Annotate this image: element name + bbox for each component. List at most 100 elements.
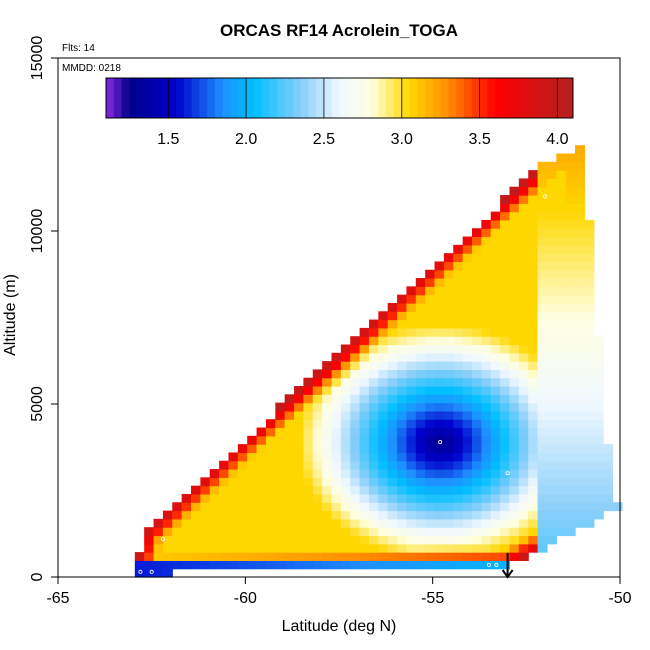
heatmap-cell <box>556 311 567 321</box>
heatmap-cell <box>340 444 351 454</box>
heatmap-cell <box>584 327 595 337</box>
heatmap-cell <box>509 352 520 362</box>
heatmap-cell <box>406 294 417 304</box>
heatmap-cell <box>500 211 511 221</box>
heatmap-cell <box>209 527 220 537</box>
heatmap-cell <box>312 435 323 445</box>
heatmap-cell <box>500 269 511 279</box>
heatmap-cell <box>434 410 445 420</box>
heatmap-cell <box>247 460 258 470</box>
heatmap-cell <box>518 286 529 296</box>
heatmap-cell <box>284 477 295 487</box>
heatmap-cell <box>528 302 539 312</box>
heatmap-cell <box>275 510 286 520</box>
heatmap-cell <box>209 469 220 478</box>
heatmap-cell <box>191 535 201 545</box>
heatmap-cell <box>556 269 567 279</box>
heatmap-cell <box>443 460 454 470</box>
colorbar-segment <box>253 78 263 118</box>
heatmap-cell <box>368 394 379 404</box>
heatmap-cell <box>378 410 389 420</box>
heatmap-cell <box>331 469 342 478</box>
colorbar-tick-label: 4.0 <box>546 131 568 148</box>
heatmap-cell <box>556 253 567 263</box>
colorbar-segment <box>471 78 481 118</box>
heatmap-cell <box>265 477 276 487</box>
heatmap-cell <box>397 410 408 420</box>
heatmap-cell <box>472 228 482 238</box>
heatmap-cell <box>387 543 398 553</box>
heatmap-cell <box>406 493 417 503</box>
heatmap-cell <box>350 344 361 354</box>
heatmap-cell <box>443 510 454 520</box>
heatmap-cell <box>265 493 276 503</box>
heatmap-cell <box>453 460 464 470</box>
heatmap-cell <box>575 244 586 254</box>
heatmap-cell <box>472 435 482 445</box>
heatmap-cell <box>350 427 361 437</box>
heatmap-cell <box>565 311 576 321</box>
heatmap-cell <box>575 236 586 246</box>
heatmap-cell <box>509 552 520 561</box>
heatmap-cell <box>509 402 520 412</box>
colorbar-segment <box>277 78 286 118</box>
heatmap-cell <box>340 518 351 528</box>
heatmap-cell <box>453 527 464 537</box>
heatmap-cell <box>256 493 267 503</box>
heatmap-cell <box>481 311 492 321</box>
heatmap-cell <box>565 186 576 196</box>
heatmap-cell <box>518 419 529 429</box>
heatmap-cell <box>500 460 511 470</box>
heatmap-cell <box>509 444 520 454</box>
heatmap-cell <box>443 518 454 528</box>
heatmap-cell <box>303 535 314 545</box>
heatmap-cell <box>331 419 342 429</box>
heatmap-cell <box>443 311 454 321</box>
heatmap-cell <box>359 419 370 429</box>
heatmap-cell <box>556 236 567 246</box>
heatmap-cell <box>237 444 248 454</box>
x-axis: -65 -60 -55 -50 <box>46 577 632 607</box>
heatmap-cell <box>312 485 323 495</box>
heatmap-cell <box>406 377 417 387</box>
heatmap-cell <box>331 510 342 520</box>
heatmap-cell <box>565 261 576 271</box>
heatmap-cell <box>350 502 361 512</box>
heatmap-cell <box>481 269 492 279</box>
heatmap-cell <box>546 460 557 470</box>
heatmap-cell <box>518 228 529 238</box>
heatmap-cell <box>472 352 482 362</box>
heatmap-cell <box>434 311 445 321</box>
heatmap-cell <box>406 435 417 445</box>
heatmap-cell <box>162 560 173 570</box>
heatmap-cell <box>528 410 539 420</box>
heatmap-cell <box>584 369 595 379</box>
heatmap-cell <box>518 319 529 329</box>
heatmap-cell <box>509 286 520 296</box>
heatmap-cell <box>397 493 408 503</box>
heatmap-cell <box>265 419 276 429</box>
heatmap-cell <box>406 394 417 404</box>
heatmap-cell <box>472 485 482 495</box>
heatmap-cell <box>406 543 417 553</box>
heatmap-cell <box>509 419 520 429</box>
heatmap-cell <box>556 386 567 395</box>
heatmap-cell <box>462 386 473 395</box>
heatmap-cell <box>537 278 548 287</box>
colorbar-segment <box>339 78 348 118</box>
heatmap-cell <box>509 460 520 470</box>
heatmap-cell <box>509 527 520 537</box>
x-tick-label: -50 <box>608 590 631 607</box>
heatmap-cell <box>247 535 258 545</box>
heatmap-cell <box>565 377 576 387</box>
heatmap-cell <box>500 477 511 487</box>
heatmap-cell <box>537 394 548 404</box>
heatmap-cell <box>546 219 557 229</box>
heatmap-cell <box>546 286 557 296</box>
heatmap-cell <box>537 161 548 171</box>
heatmap-cell <box>228 452 239 462</box>
heatmap-cell <box>500 195 511 204</box>
heatmap-cell <box>415 485 426 495</box>
heatmap-cell <box>387 485 398 495</box>
heatmap-cell <box>575 294 586 304</box>
